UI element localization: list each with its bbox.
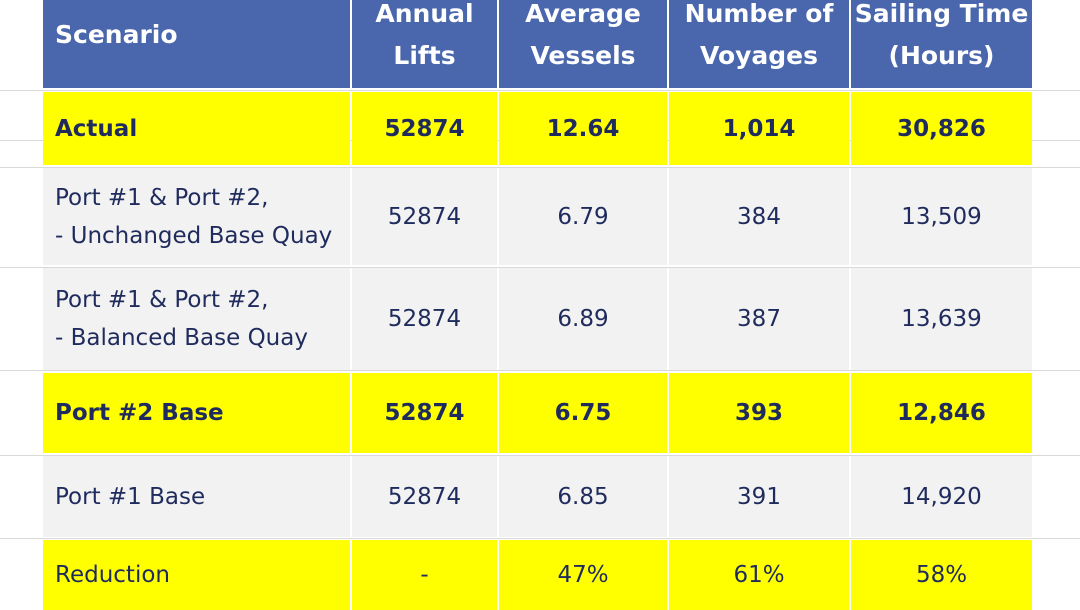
cell-text: Actual	[55, 115, 138, 142]
sheet-rule	[0, 370, 1080, 371]
table-cell: Scenario	[43, 0, 350, 88]
table-cell: Average Vessels	[499, 0, 667, 88]
cell-text: Port #1 & Port #2,	[55, 184, 269, 211]
cell-text: 30,826	[897, 115, 986, 142]
sheet-rule	[0, 455, 1080, 456]
cell-text: 58%	[915, 562, 968, 588]
cell-text: 387	[737, 306, 781, 332]
table-cell: Annual Lifts	[352, 0, 497, 88]
table-cell: Port #1 & Port #2, - Balanced Base Quay	[43, 268, 350, 370]
cell-text: Port #1 Base	[55, 483, 206, 510]
table-cell: 14,920	[851, 456, 1032, 537]
table-cell: 52874	[352, 268, 497, 370]
cell-text: 12.64	[546, 115, 620, 142]
sheet-rule	[0, 267, 1080, 268]
table-cell: 58%	[851, 540, 1032, 610]
table-cell: 52874	[352, 456, 497, 537]
cell-text: Port #1 & Port #2,	[55, 287, 269, 313]
cell-text: Scenario	[55, 20, 178, 49]
cell-text: 52874	[387, 203, 462, 230]
cell-text: Port #2 Base	[55, 400, 224, 426]
table-cell: 12.64	[499, 92, 667, 165]
cell-text: Number of	[684, 0, 834, 28]
cell-text: Average	[525, 0, 641, 28]
table-cell: Reduction	[43, 540, 350, 610]
table-cell: 387	[669, 268, 849, 370]
cell-text: Annual	[375, 0, 474, 28]
table-cell: 61%	[669, 540, 849, 610]
cell-text: - Balanced Base Quay	[55, 325, 308, 351]
table-cell: Port #2 Base	[43, 373, 350, 453]
cell-text: 13,639	[901, 306, 982, 332]
cell-text: 61%	[733, 562, 785, 588]
table-cell: -	[352, 540, 497, 610]
table-cell: 13,509	[851, 168, 1032, 265]
table-cell: 393	[669, 373, 849, 453]
cell-text: 52874	[387, 483, 462, 510]
table-cell: 6.75	[499, 373, 667, 453]
cell-text: 6.85	[557, 483, 609, 510]
sheet-rule	[0, 538, 1080, 539]
sheet-rule	[0, 90, 1080, 91]
cell-text: 13,509	[901, 203, 982, 230]
cell-text: 391	[737, 483, 781, 510]
cell-text: 393	[734, 400, 783, 426]
cell-text: 47%	[557, 562, 609, 588]
cell-text: 6.75	[554, 400, 612, 426]
cell-text: - Unchanged Base Quay	[55, 222, 333, 249]
cell-text: 14,920	[901, 483, 982, 510]
table-cell: 6.79	[499, 168, 667, 265]
cell-text: (Hours)	[888, 41, 995, 70]
cell-text: Voyages	[699, 41, 819, 70]
cell-text: Vessels	[530, 41, 636, 70]
cell-text: 12,846	[897, 400, 986, 426]
table-cell: 6.85	[499, 456, 667, 537]
cell-text: 384	[737, 203, 781, 230]
cell-text: 6.89	[557, 306, 609, 332]
cell-text: Sailing Time	[854, 0, 1029, 28]
table-cell: 52874	[352, 168, 497, 265]
table-cell: Sailing Time (Hours)	[851, 0, 1032, 88]
table-cell: Port #1 Base	[43, 456, 350, 537]
table-cell: 391	[669, 456, 849, 537]
table-cell: 6.89	[499, 268, 667, 370]
cell-text: 52874	[384, 115, 465, 142]
cell-text: 52874	[384, 400, 465, 426]
table-cell: Actual	[43, 92, 350, 165]
cell-text: 1,014	[722, 115, 796, 142]
cell-text: Lifts	[393, 41, 456, 70]
table-cell: 30,826	[851, 92, 1032, 165]
table-cell: 13,639	[851, 268, 1032, 370]
table-cell: 47%	[499, 540, 667, 610]
table-cell: 52874	[352, 373, 497, 453]
cell-text: -	[420, 562, 429, 588]
sheet-rule	[0, 167, 1080, 168]
cell-text: 6.79	[557, 203, 609, 230]
table-cell: 12,846	[851, 373, 1032, 453]
table-cell: Number of Voyages	[669, 0, 849, 88]
table-cell: 384	[669, 168, 849, 265]
table-cell: Port #1 & Port #2, - Unchanged Base Quay	[43, 168, 350, 265]
cell-text: Reduction	[55, 562, 170, 588]
table-cell: 52874	[352, 92, 497, 165]
cell-text: 52874	[387, 306, 462, 332]
table-cell: 1,014	[669, 92, 849, 165]
